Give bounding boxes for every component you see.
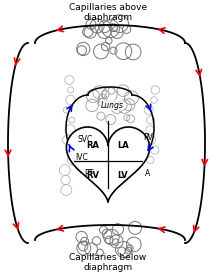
Text: RV: RV: [86, 171, 99, 180]
Text: PT: PT: [84, 170, 94, 179]
Text: A: A: [145, 170, 151, 179]
Text: RA: RA: [86, 141, 99, 150]
Text: Lungs: Lungs: [101, 100, 123, 109]
Text: Capillaries below
diaphragm: Capillaries below diaphragm: [69, 253, 147, 272]
Text: Capillaries above
diaphragm: Capillaries above diaphragm: [69, 3, 147, 22]
Text: LA: LA: [117, 141, 129, 150]
Text: LV: LV: [118, 171, 128, 180]
Polygon shape: [66, 127, 150, 202]
Text: PV: PV: [143, 133, 153, 143]
Text: SVC: SVC: [77, 135, 93, 144]
Text: IVC: IVC: [76, 153, 88, 162]
